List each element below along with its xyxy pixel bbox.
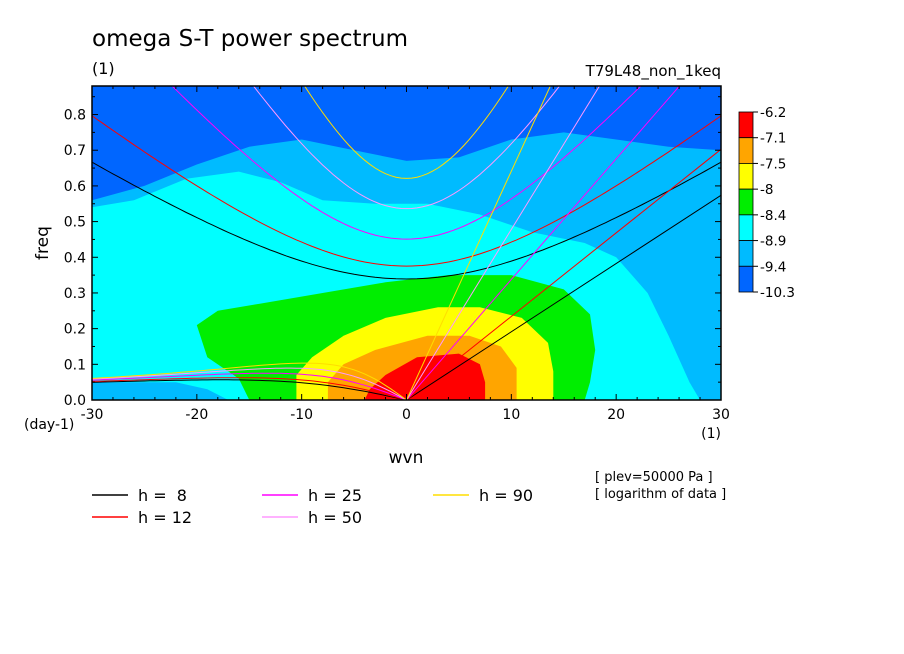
kelvin-wave-curve-h50: [406, 86, 601, 400]
x-axis-ticks: -30 -20 -10 0 10 20 30: [81, 86, 730, 423]
x-tick-label: 30: [712, 407, 730, 423]
legend-label-h8: h = 8: [138, 486, 187, 505]
y-unit-label: (day-1): [24, 417, 74, 433]
x-unit-label: (1): [701, 426, 721, 442]
rossby-wave-curve-h90: [92, 362, 407, 400]
colorbar-label: -10.3: [760, 285, 795, 301]
rossby-wave-curve-h50: [92, 367, 407, 400]
y-tick-label: 0.7: [64, 143, 86, 159]
x-tick-label: -30: [81, 407, 104, 423]
kelvin-wave-curve-h12: [406, 148, 721, 400]
colorbar-label: -8: [760, 182, 773, 198]
legend-label-h50: h = 50: [308, 508, 362, 527]
x-tick-label: 20: [607, 407, 625, 423]
gravity-wave-curve-h50: [252, 86, 561, 210]
colorbar-label: -7.1: [760, 131, 786, 147]
colorbar-swatch: [738, 137, 754, 164]
y-tick-label: 0.2: [64, 322, 86, 338]
rossby-wave-curve-h8: [92, 379, 407, 400]
colorbar-swatch: [738, 240, 754, 267]
dispersion-curves: [92, 86, 721, 400]
y-axis-ticks: 0.0 0.1 0.2 0.3 0.4 0.5 0.6 0.7 0.8: [64, 96, 721, 409]
colorbar-label: -6.2: [760, 105, 786, 121]
legend: h = 8 h = 12 h = 25 h = 50 h = 90: [92, 486, 533, 527]
x-tick-label: -20: [185, 407, 208, 423]
y-tick-label: 0.4: [64, 250, 86, 266]
field-band--7.1: [364, 353, 486, 400]
legend-label-h12: h = 12: [138, 508, 192, 527]
note-logarithm: [ logarithm of data ]: [595, 487, 726, 502]
colorbar-swatch: [738, 214, 754, 241]
y-tick-label: 0.6: [64, 179, 86, 195]
colorbar-label: -9.4: [760, 259, 786, 275]
kelvin-wave-curve-h25: [406, 86, 681, 400]
chart-title: omega S-T power spectrum: [92, 26, 408, 52]
plot-area: [92, 86, 721, 400]
kelvin-wave-curve-h90: [406, 86, 551, 400]
rossby-wave-curve-h12: [92, 377, 407, 400]
colorbar-label: -8.4: [760, 208, 786, 224]
colorbar-swatch: [738, 163, 754, 190]
x-tick-label: 0: [402, 407, 411, 423]
gravity-wave-curve-h90: [304, 86, 509, 179]
x-tick-label: 10: [502, 407, 520, 423]
legend-label-h25: h = 25: [308, 486, 362, 505]
legend-label-h90: h = 90: [479, 486, 533, 505]
colorbar-label: -8.9: [760, 234, 786, 250]
gravity-wave-curve-h12: [92, 115, 721, 267]
gravity-wave-curve-h25: [171, 86, 642, 240]
kelvin-wave-curve-h8: [406, 194, 721, 400]
y-tick-label: 0.1: [64, 357, 86, 373]
x-tick-label: -10: [290, 407, 313, 423]
colorbar: -6.2 -7.1 -7.5 -8 -8.4 -8.9 -9.4 -10.3: [738, 105, 795, 301]
y-axis-title: freq: [33, 226, 53, 260]
x-axis-title: wvn: [389, 448, 424, 468]
colorbar-swatch: [738, 265, 754, 293]
note-plev: [ plev=50000 Pa ]: [595, 470, 713, 485]
rossby-wave-curve-h25: [92, 372, 407, 400]
y-tick-label: 0.3: [64, 286, 86, 302]
run-label: T79L48_non_1keq: [585, 62, 721, 81]
colorbar-swatch: [738, 188, 754, 216]
y-tick-label: 0.0: [64, 393, 86, 409]
colorbar-swatch: [738, 111, 754, 139]
gravity-wave-curve-h8: [92, 161, 721, 280]
chart-subtitle: (1): [92, 59, 115, 78]
y-tick-label: 0.5: [64, 215, 86, 231]
colorbar-label: -7.5: [760, 156, 786, 172]
y-tick-label: 0.8: [64, 108, 86, 124]
